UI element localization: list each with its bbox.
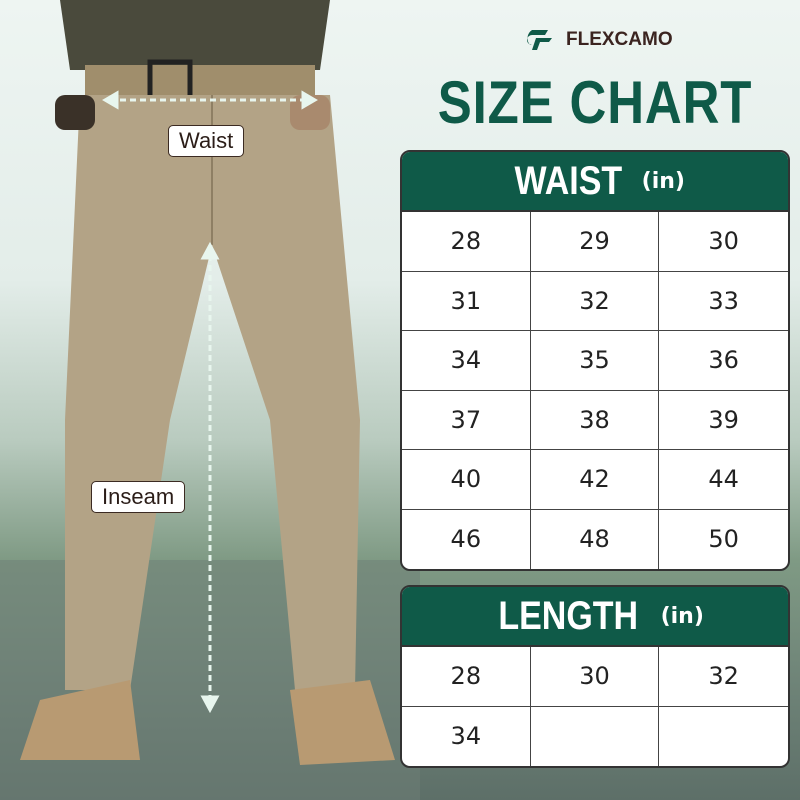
- waist-size-cell: 39: [659, 391, 788, 450]
- waist-size-cell: 37: [402, 390, 531, 450]
- waist-size-cell: 35: [530, 331, 660, 391]
- length-heading: LENGTH: [498, 593, 639, 638]
- waist-size-cell: 36: [659, 331, 788, 391]
- length-table: LENGTH (in) 28 30 32 34: [400, 585, 790, 768]
- waist-size-cell: 42: [530, 450, 660, 510]
- waist-size-cell: 30: [659, 212, 788, 272]
- waist-size-cell: 40: [402, 450, 531, 510]
- inseam-arrow: [200, 241, 220, 714]
- waist-size-cell: 44: [659, 450, 788, 510]
- waist-size-cell: 29: [530, 212, 660, 272]
- waist-header: WAIST (in): [402, 152, 788, 212]
- waist-size-cell: 34: [402, 331, 531, 391]
- length-size-cell: [659, 707, 788, 767]
- length-header: LENGTH (in): [402, 587, 788, 647]
- waist-label: Waist: [168, 125, 245, 157]
- waist-size-cell: 28: [402, 212, 531, 272]
- inseam-label: Inseam: [91, 481, 186, 513]
- waist-size-cell: 32: [530, 271, 660, 331]
- waist-table: WAIST (in) 28 29 30 31 32 33 34 35 36 37 38 39 40 42 4…: [400, 150, 790, 571]
- waist-size-cell: 33: [659, 272, 788, 331]
- waist-heading: WAIST: [514, 158, 623, 203]
- length-size-cell: 30: [530, 647, 660, 707]
- brand-logo: FLEXCAMO: [518, 28, 673, 52]
- waist-unit: (in): [641, 168, 685, 194]
- length-unit: (in): [660, 603, 704, 629]
- waist-size-cell: 31: [402, 271, 531, 331]
- brand-name: FLEXCAMO: [566, 29, 673, 50]
- pants-photo: [0, 0, 420, 800]
- length-size-cell: [531, 706, 660, 766]
- page-title: SIZE CHART: [437, 69, 753, 136]
- waist-size-cell: 48: [531, 509, 660, 569]
- waist-arrow: [102, 90, 318, 110]
- length-size-cell: 34: [402, 706, 531, 766]
- waist-size-cell: 46: [402, 509, 531, 569]
- waist-size-cell: 38: [530, 390, 660, 450]
- waist-size-cell: 50: [708, 525, 739, 554]
- flexcamo-logo-icon: [527, 30, 552, 50]
- length-size-cell: 28: [402, 647, 531, 707]
- length-size-cell: 32: [659, 647, 788, 707]
